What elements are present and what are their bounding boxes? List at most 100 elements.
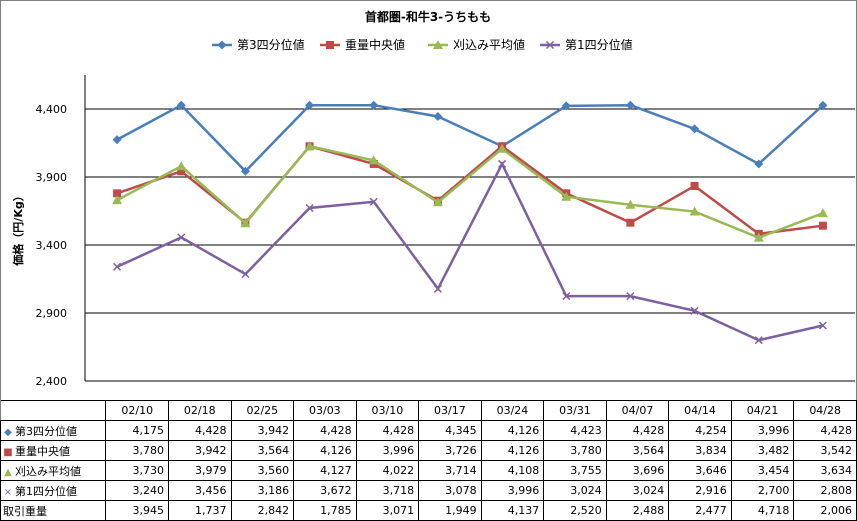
- data-label: 3,780: [543, 440, 607, 461]
- data-point: [561, 191, 572, 201]
- legend-key-icon: ◆: [4, 426, 12, 438]
- data-label: 3,834: [668, 440, 732, 461]
- data-point: [561, 101, 571, 111]
- data-label: 2,477: [668, 500, 732, 521]
- data-label: 3,730: [105, 460, 170, 481]
- data-label: 4,428: [168, 420, 232, 441]
- data-label: 3,780: [105, 440, 170, 461]
- x-category-label: 04/07: [605, 400, 670, 421]
- y-tick-label: 2,900: [36, 307, 68, 320]
- data-label: 2,520: [543, 500, 607, 521]
- data-label: 4,423: [543, 420, 607, 441]
- legend-marker: [217, 40, 227, 50]
- table-row: × 第1四分位値 3,240 3,456 3,186 3,672 3,718 3,078 3,9…: [0, 480, 857, 501]
- y-axis-label: 価格（円/Kg）: [11, 190, 25, 266]
- data-label: 3,696: [605, 460, 670, 481]
- data-label: 4,137: [480, 500, 545, 521]
- legend-key-icon: ▲: [4, 466, 12, 478]
- series-line: [116, 161, 824, 342]
- data-point: [177, 167, 186, 176]
- data-point: [176, 100, 186, 110]
- x-category-label: 03/17: [418, 400, 482, 421]
- data-label: 4,428: [293, 420, 357, 441]
- data-label: 3,186: [230, 480, 295, 501]
- series-line: [116, 144, 824, 239]
- data-label: 3,560: [230, 460, 295, 481]
- data-point: [498, 159, 507, 168]
- data-label: 3,672: [293, 480, 357, 501]
- data-label: 3,979: [168, 460, 232, 481]
- data-label: 1,737: [168, 500, 232, 521]
- table-row-header: 取引重量: [0, 500, 107, 521]
- data-point: [753, 232, 764, 242]
- line-chart: 首都圏-和牛3-うちもも 第3四分位値 重量中央値 刈込み平均値 第1四分位値 2,4…: [11, 9, 855, 388]
- series-4: [113, 159, 827, 345]
- data-point: [369, 197, 378, 206]
- data-label: 4,126: [480, 440, 545, 461]
- data-label: 2,488: [605, 500, 670, 521]
- data-point: [818, 100, 828, 110]
- x-category-label: 04/14: [668, 400, 732, 421]
- data-point: [369, 100, 379, 110]
- table-corner: [0, 400, 107, 421]
- y-tick-label: 2,400: [36, 375, 68, 388]
- data-label: 4,126: [293, 440, 357, 461]
- data-label: 2,006: [793, 500, 857, 521]
- data-point: [497, 143, 508, 153]
- data-label: 1,785: [293, 500, 357, 521]
- legend-label: 重量中央値: [345, 37, 405, 52]
- series-name: 第1四分位値: [15, 484, 77, 498]
- series-2: [113, 142, 827, 238]
- data-point: [817, 208, 828, 218]
- data-table: 02/10 02/18 02/25 03/03 03/10 03/17 03/24 03/31…: [0, 400, 857, 521]
- data-point: [240, 218, 251, 228]
- data-point: [112, 135, 122, 145]
- data-point: [625, 199, 636, 209]
- data-point: [754, 159, 764, 169]
- data-label: 4,126: [480, 420, 545, 441]
- y-tick-label: 4,400: [36, 103, 68, 116]
- table-row: ▲ 刈込み平均値 3,730 3,979 3,560 4,127 4,022 3,714 4,1…: [0, 460, 857, 481]
- x-category-label: 02/18: [168, 400, 232, 421]
- data-point: [754, 336, 763, 345]
- data-label: 2,842: [230, 500, 295, 521]
- data-label: 4,175: [105, 420, 170, 441]
- table-row-header: × 第1四分位値: [0, 480, 107, 501]
- data-point: [818, 321, 827, 330]
- table-row: ■ 重量中央値 3,780 3,942 3,564 4,126 3,996 3,726 4,12…: [0, 440, 857, 461]
- data-point: [626, 218, 635, 227]
- data-label: 3,942: [168, 440, 232, 461]
- data-label: 3,482: [730, 440, 795, 461]
- legend: 第3四分位値 重量中央値 刈込み平均値 第1四分位値: [212, 37, 633, 52]
- data-label: 2,808: [793, 480, 857, 501]
- data-point: [818, 221, 827, 230]
- data-label: 4,718: [730, 500, 795, 521]
- x-category-label: 03/10: [355, 400, 420, 421]
- table-row-header: ◆ 第3四分位値: [0, 420, 107, 441]
- data-label: 3,996: [480, 480, 545, 501]
- x-category-label: 02/10: [105, 400, 170, 421]
- x-category-label: 03/03: [293, 400, 357, 421]
- data-point: [305, 203, 314, 213]
- data-point: [625, 100, 635, 110]
- data-label: 3,646: [668, 460, 732, 481]
- legend-item: 第3四分位値: [212, 37, 305, 52]
- table-row-header: ▲ 刈込み平均値: [0, 460, 107, 481]
- data-point: [368, 155, 379, 165]
- data-label: 4,127: [293, 460, 357, 481]
- data-point: [112, 195, 123, 205]
- data-label: 3,714: [418, 460, 482, 481]
- x-category-label: 03/24: [480, 400, 545, 421]
- data-label: 4,428: [355, 420, 420, 441]
- data-label: 3,945: [105, 500, 170, 521]
- data-point: [304, 141, 315, 151]
- data-label: 4,345: [418, 420, 482, 441]
- data-point: [113, 189, 122, 198]
- data-label: 3,564: [605, 440, 670, 461]
- series-name: 重量中央値: [15, 444, 70, 458]
- data-point: [562, 292, 571, 301]
- data-point: [690, 181, 699, 190]
- data-point: [241, 270, 250, 279]
- gridlines: [84, 75, 855, 382]
- data-label: 4,254: [668, 420, 732, 441]
